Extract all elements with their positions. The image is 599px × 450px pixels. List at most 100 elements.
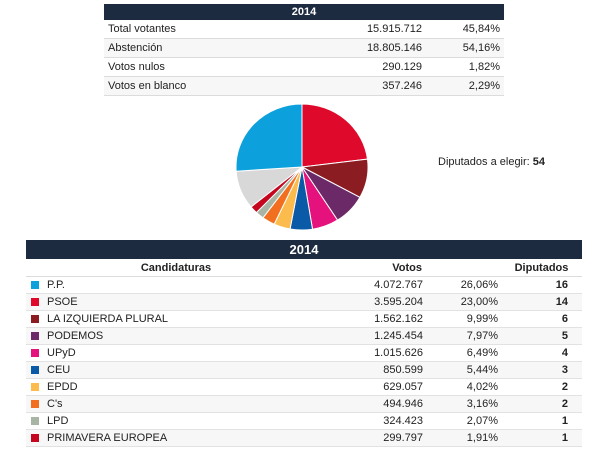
party-seats: 6	[501, 310, 582, 328]
results-pie-chart	[235, 103, 369, 231]
party-row: LPD 324.423 2,07% 1	[26, 412, 582, 430]
party-row: UPyD 1.015.626 6,49% 4	[26, 344, 582, 362]
summary-row-value: 357.246	[332, 76, 426, 96]
party-color-swatch	[31, 400, 39, 408]
party-name: UPyD	[47, 347, 76, 359]
summary-row-pct: 54,16%	[426, 38, 504, 58]
pie-slice-0	[235, 103, 303, 172]
party-row: LA IZQUIERDA PLURAL 1.562.162 9,99% 6	[26, 310, 582, 328]
party-row: CEU 850.599 5,44% 3	[26, 361, 582, 379]
party-name: PODEMOS	[47, 330, 104, 342]
party-color-swatch	[31, 383, 39, 391]
party-cell: UPyD	[26, 344, 326, 362]
party-cell: EPDD	[26, 378, 326, 396]
party-pct: 2,07%	[426, 412, 501, 430]
summary-table: 2014 Total votantes 15.915.712 45,84% Abste…	[104, 4, 504, 96]
party-votes: 299.797	[326, 429, 426, 447]
party-votes: 850.599	[326, 361, 426, 379]
party-votes: 1.562.162	[326, 310, 426, 328]
summary-row-pct: 1,82%	[426, 57, 504, 77]
summary-year-header: 2014	[104, 4, 504, 20]
results-year-header: 2014	[26, 240, 582, 259]
party-name: P.P.	[47, 279, 65, 291]
party-row: PSOE 3.595.204 23,00% 14	[26, 293, 582, 311]
party-color-swatch	[31, 315, 39, 323]
summary-row-label: Total votantes	[104, 20, 332, 39]
seats-to-elect: Diputados a elegir: 54	[438, 156, 545, 168]
summary-row: Abstención 18.805.146 54,16%	[104, 38, 504, 58]
summary-body: Total votantes 15.915.712 45,84% Abstención…	[104, 20, 504, 96]
summary-row-value: 290.129	[332, 57, 426, 77]
party-pct: 6,49%	[426, 344, 501, 362]
party-pct: 4,02%	[426, 378, 501, 396]
summary-row-label: Abstención	[104, 38, 332, 58]
summary-row-pct: 45,84%	[426, 20, 504, 39]
summary-row-label: Votos en blanco	[104, 76, 332, 96]
party-votes: 629.057	[326, 378, 426, 396]
party-seats: 5	[501, 327, 582, 345]
party-cell: PRIMAVERA EUROPEA	[26, 429, 326, 447]
party-color-swatch	[31, 281, 39, 289]
party-votes: 324.423	[326, 412, 426, 430]
summary-row-value: 15.915.712	[332, 20, 426, 39]
party-seats: 4	[501, 344, 582, 362]
summary-row-value: 18.805.146	[332, 38, 426, 58]
party-seats: 3	[501, 361, 582, 379]
party-votes: 4.072.767	[326, 276, 426, 294]
party-name: CEU	[47, 364, 71, 376]
party-pct: 1,91%	[426, 429, 501, 447]
party-votes: 494.946	[326, 395, 426, 413]
summary-row: Total votantes 15.915.712 45,84%	[104, 20, 504, 39]
party-cell: CEU	[26, 361, 326, 379]
column-header-votes: Votos	[326, 259, 426, 277]
party-color-swatch	[31, 298, 39, 306]
party-cell: P.P.	[26, 276, 326, 294]
party-seats: 16	[501, 276, 582, 294]
party-pct: 26,06%	[426, 276, 501, 294]
party-color-swatch	[31, 417, 39, 425]
column-header-seats: Diputados	[501, 259, 582, 277]
party-row: PODEMOS 1.245.454 7,97% 5	[26, 327, 582, 345]
party-cell: LA IZQUIERDA PLURAL	[26, 310, 326, 328]
party-votes: 1.015.626	[326, 344, 426, 362]
party-votes: 1.245.454	[326, 327, 426, 345]
party-cell: PSOE	[26, 293, 326, 311]
party-color-swatch	[31, 332, 39, 340]
column-header-party: Candidaturas	[26, 259, 326, 277]
summary-row: Votos nulos 290.129 1,82%	[104, 57, 504, 77]
party-row: EPDD 629.057 4,02% 2	[26, 378, 582, 396]
party-color-swatch	[31, 434, 39, 442]
seats-to-elect-label: Diputados a elegir:	[438, 156, 530, 168]
party-row: C's 494.946 3,16% 2	[26, 395, 582, 413]
results-body: P.P. 4.072.767 26,06% 16 PSOE 3.595.204 23,00%…	[26, 276, 582, 447]
party-seats: 14	[501, 293, 582, 311]
party-seats: 2	[501, 395, 582, 413]
seats-to-elect-value: 54	[532, 156, 546, 168]
party-pct: 9,99%	[426, 310, 501, 328]
party-name: EPDD	[47, 381, 78, 393]
party-cell: LPD	[26, 412, 326, 430]
party-pct: 23,00%	[426, 293, 501, 311]
party-name: LPD	[47, 415, 69, 427]
party-color-swatch	[31, 366, 39, 374]
party-seats: 2	[501, 378, 582, 396]
party-name: PSOE	[47, 296, 78, 308]
party-pct: 7,97%	[426, 327, 501, 345]
party-row: P.P. 4.072.767 26,06% 16	[26, 276, 582, 294]
party-seats: 1	[501, 412, 582, 430]
party-seats: 1	[501, 429, 582, 447]
summary-row: Votos en blanco 357.246 2,29%	[104, 76, 504, 96]
party-name: PRIMAVERA EUROPEA	[47, 432, 168, 444]
pie-slice-1	[301, 103, 369, 168]
party-row: PRIMAVERA EUROPEA 299.797 1,91% 1	[26, 429, 582, 447]
results-table: 2014 Candidaturas Votos Diputados P.P. 4.…	[26, 240, 582, 447]
party-cell: C's	[26, 395, 326, 413]
party-pct: 5,44%	[426, 361, 501, 379]
summary-row-pct: 2,29%	[426, 76, 504, 96]
party-pct: 3,16%	[426, 395, 501, 413]
party-color-swatch	[31, 349, 39, 357]
party-votes: 3.595.204	[326, 293, 426, 311]
party-name: C's	[47, 398, 63, 410]
summary-row-label: Votos nulos	[104, 57, 332, 77]
party-cell: PODEMOS	[26, 327, 326, 345]
